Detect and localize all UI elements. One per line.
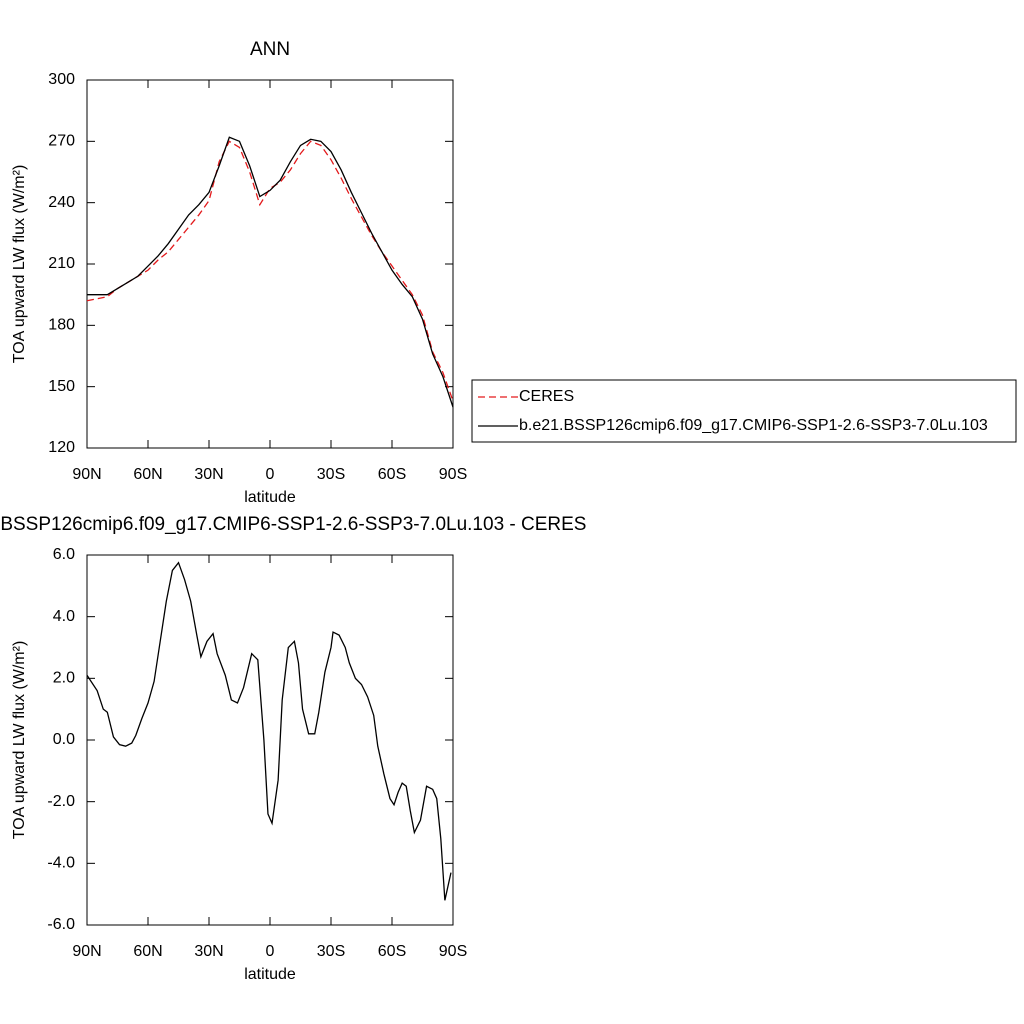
y-axis-label: TOA upward LW flux (W/m²)	[11, 641, 28, 840]
x-tick-label: 60N	[133, 943, 162, 960]
y-tick-label: 180	[48, 317, 75, 334]
chart-title: ANN	[250, 39, 290, 60]
y-axis-label: TOA upward LW flux (W/m²)	[11, 165, 28, 364]
data-line	[87, 136, 454, 408]
x-tick-label: 0	[266, 943, 275, 960]
x-tick-label: 30S	[317, 943, 345, 960]
legend: CERES b.e21.BSSP126cmip6.f09_g17.CMIP6-SS…	[471, 379, 1017, 443]
data-line	[86, 561, 452, 901]
legend-label: b.e21.BSSP126cmip6.f09_g17.CMIP6-SSP1-2.…	[519, 417, 988, 434]
x-tick-label: 30N	[194, 943, 223, 960]
x-axis-label: latitude	[244, 489, 296, 506]
y-tick-label: 210	[48, 255, 75, 272]
legend-label: CERES	[519, 388, 574, 405]
data-line	[86, 140, 454, 402]
y-tick-label: 270	[48, 133, 75, 150]
plot-frame	[86, 554, 454, 926]
y-tick-label: 300	[48, 71, 75, 88]
legend-box	[471, 379, 1017, 443]
x-tick-label: 90N	[72, 943, 101, 960]
x-tick-label: 60S	[378, 466, 406, 483]
y-tick-label: 4.0	[53, 608, 75, 625]
plot-frame	[86, 79, 454, 449]
x-tick-label: 90N	[72, 466, 101, 483]
x-tick-label: 90S	[439, 466, 467, 483]
y-tick-label: 0.0	[53, 731, 75, 748]
chart-title: b.e21.BSSP126cmip6.f09_g17.CMIP6-SSP1-2.…	[0, 514, 586, 535]
y-tick-label: -6.0	[47, 916, 75, 933]
y-tick-label: 120	[48, 439, 75, 456]
x-tick-label: 30S	[317, 466, 345, 483]
x-tick-label: 0	[266, 466, 275, 483]
y-tick-label: 2.0	[53, 670, 75, 687]
x-tick-label: 60N	[133, 466, 162, 483]
x-tick-label: 30N	[194, 466, 223, 483]
y-tick-label: -4.0	[47, 855, 75, 872]
x-tick-label: 60S	[378, 943, 406, 960]
x-axis-label: latitude	[244, 966, 296, 983]
y-tick-label: -2.0	[47, 793, 75, 810]
y-tick-label: 240	[48, 194, 75, 211]
y-tick-label: 6.0	[53, 546, 75, 563]
x-tick-label: 90S	[439, 943, 467, 960]
y-tick-label: 150	[48, 378, 75, 395]
